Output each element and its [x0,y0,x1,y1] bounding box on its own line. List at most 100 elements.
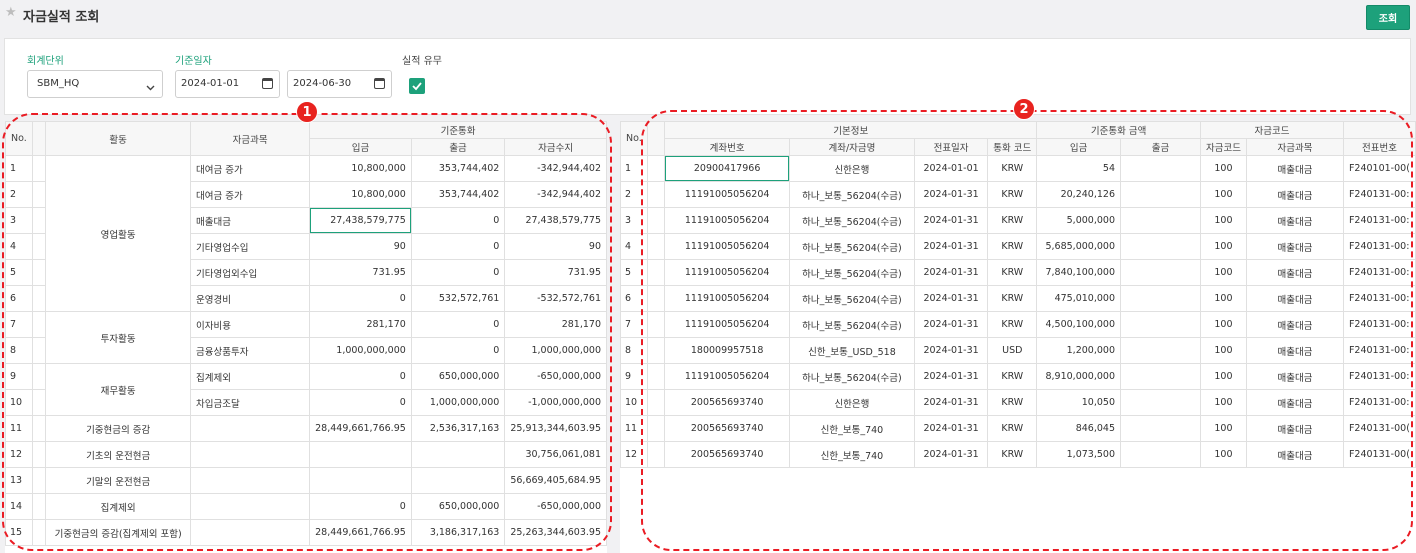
row-marker [31,519,47,546]
account-no-cell: 11191005056204 [664,233,790,260]
in-cell: 281,170 [309,311,412,338]
table-row[interactable]: 9 재무활동 집계제외 0 650,000,000 -650,000,000 [5,363,607,416]
table-row[interactable]: 13 기말의 운전현금 56,669,405,684.95 [5,467,607,494]
cash-summary-table: No. 활동 자금과목 기준통화 입금 출금 자금수지 1 영업활동 대여금 증… [5,121,607,546]
col-currency: 통화 코드 [987,138,1038,156]
row-marker [646,233,666,260]
slip-no-cell: F240131-00: [1342,337,1416,364]
table-row[interactable]: 2 대여금 증가 10,800,000 353,744,402 -342,944… [5,181,607,208]
in-cell-selected[interactable]: 27,438,579,775 [309,207,412,234]
currency-cell: KRW [987,363,1038,390]
table-row[interactable]: 2 11191005056204 하나_보통_56204(수금) 2024-01-31… [620,181,1416,208]
annotation-badge-1: 1 [296,101,318,123]
table-row[interactable]: 3 매출대금 27,438,579,775 0 27,438,579,775 [5,207,607,234]
table-row[interactable]: 8 180009957518 신한_보통_USD_518 2024-01-31 USD 1… [620,337,1416,364]
in-cell: 5,000,000 [1036,207,1121,234]
search-button[interactable]: 조회 [1366,5,1410,30]
cash-summary-grid: No. 활동 자금과목 기준통화 입금 출금 자금수지 1 영업활동 대여금 증… [5,121,607,553]
in-cell: 5,685,000,000 [1036,233,1121,260]
row-no: 5 [5,259,33,286]
unit-select[interactable]: SBM_HQ [27,70,163,98]
account-name-cell: 하나_보통_56204(수금) [788,181,915,208]
subject-cell: 매출대금 [1245,415,1344,442]
subject-cell: 매출대금 [1245,441,1344,468]
in-cell: 54 [1036,155,1121,182]
out-cell [1120,337,1201,364]
row-marker [646,181,666,208]
calendar-icon[interactable] [262,78,273,89]
in-cell: 7,840,100,000 [1036,259,1121,286]
in-cell: 0 [309,493,412,520]
out-cell [1120,259,1201,286]
table-row[interactable]: 1 영업활동 대여금 증가 10,800,000 353,744,402 -34… [5,155,607,312]
table-row[interactable]: 7 11191005056204 하나_보통_56204(수금) 2024-01-31… [620,311,1416,338]
table-row[interactable]: 12 200565693740 신한_보통_740 2024-01-31 KRW 1,07… [620,441,1416,468]
table-row[interactable]: 11 200565693740 신한_보통_740 2024-01-31 KRW 846,… [620,415,1416,442]
date-from-input[interactable]: 2024-01-01 [175,70,280,98]
currency-cell: KRW [987,285,1038,312]
table-row[interactable]: 11 기중현금의 증감 28,449,661,766.95 2,536,317,… [5,415,607,442]
row-marker [646,363,666,390]
row-no: 10 [5,389,33,416]
table-row[interactable]: 1 20900417966 신한은행 2024-01-01 KRW 54 100 매출대금 F2… [620,155,1416,182]
table-row[interactable]: 9 11191005056204 하나_보통_56204(수금) 2024-01-31… [620,363,1416,390]
table-row[interactable]: 7 투자활동 이자비용 281,170 0 281,170 [5,311,607,364]
table-row[interactable]: 15 기중현금의 증감(집계제외 포함) 28,449,661,766.95 3… [5,519,607,546]
fund-code-cell: 100 [1199,441,1247,468]
balance-cell: 1,000,000,000 [504,337,607,364]
row-marker [31,363,47,390]
table-row[interactable]: 12 기초의 운전현금 30,756,061,081 [5,441,607,468]
date-cell: 2024-01-31 [913,337,989,364]
table-row[interactable]: 8 금융상품투자 1,000,000,000 0 1,000,000,000 [5,337,607,364]
col-no: No. [620,121,648,156]
table-row[interactable]: 4 11191005056204 하나_보통_56204(수금) 2024-01-31… [620,233,1416,260]
account-name-cell: 하나_보통_56204(수금) [788,259,915,286]
account-name-cell: 신한은행 [788,155,915,182]
col-group-base-currency: 기준통화 [309,121,607,139]
slip-no-cell: F240101-00( [1342,155,1416,182]
slip-no-cell: F240131-00( [1342,441,1416,468]
date-to-input[interactable]: 2024-06-30 [287,70,392,98]
date-label: 기준일자 [175,56,212,67]
fund-code-cell: 100 [1199,311,1247,338]
slip-no-cell: F240131-00: [1342,285,1416,312]
table-row[interactable]: 6 11191005056204 하나_보통_56204(수금) 2024-01-31… [620,285,1416,312]
fund-code-cell: 100 [1199,155,1247,182]
account-name-cell: 하나_보통_56204(수금) [788,233,915,260]
out-cell [1120,207,1201,234]
out-cell: 353,744,402 [410,155,506,182]
table-row[interactable]: 5 11191005056204 하나_보통_56204(수금) 2024-01-31… [620,259,1416,286]
table-row[interactable]: 14 집계제외 0 650,000,000 -650,000,000 [5,493,607,520]
account-no-cell[interactable]: 20900417966 [664,155,790,182]
currency-cell: KRW [987,207,1038,234]
table-row[interactable]: 3 11191005056204 하나_보통_56204(수금) 2024-01-31… [620,207,1416,234]
col-in: 입금 [1036,138,1121,156]
star-icon[interactable]: ★ [5,5,17,20]
col-subject: 자금과목 [190,121,311,156]
in-cell: 90 [309,233,412,260]
subject-cell [190,519,311,546]
table-row[interactable]: 10 차입금조달 0 1,000,000,000 -1,000,000,000 [5,389,607,416]
fund-code-cell: 100 [1199,181,1247,208]
row-marker [31,285,47,312]
table-row[interactable]: 4 기타영업수입 90 0 90 [5,233,607,260]
row-no: 1 [620,155,648,182]
subject-cell: 기타영업수입 [190,233,311,260]
row-marker [31,467,47,494]
activity-cell: 기초의 운전현금 [45,441,192,468]
actual-checkbox[interactable] [409,78,425,94]
subject-cell [190,493,311,520]
account-name-cell: 하나_보통_56204(수금) [788,207,915,234]
account-name-cell: 신한_보통_USD_518 [788,337,915,364]
activity-cell: 투자활동 [45,311,192,364]
date-cell: 2024-01-31 [913,363,989,390]
row-marker [646,415,666,442]
calendar-icon[interactable] [374,78,385,89]
in-cell: 10,800,000 [309,181,412,208]
table-row[interactable]: 10 200565693740 신한은행 2024-01-31 KRW 10,050 100… [620,389,1416,416]
date-cell: 2024-01-31 [913,441,989,468]
row-marker [31,493,47,520]
fund-code-cell: 100 [1199,259,1247,286]
row-no: 2 [620,181,648,208]
out-cell: 0 [410,233,506,260]
